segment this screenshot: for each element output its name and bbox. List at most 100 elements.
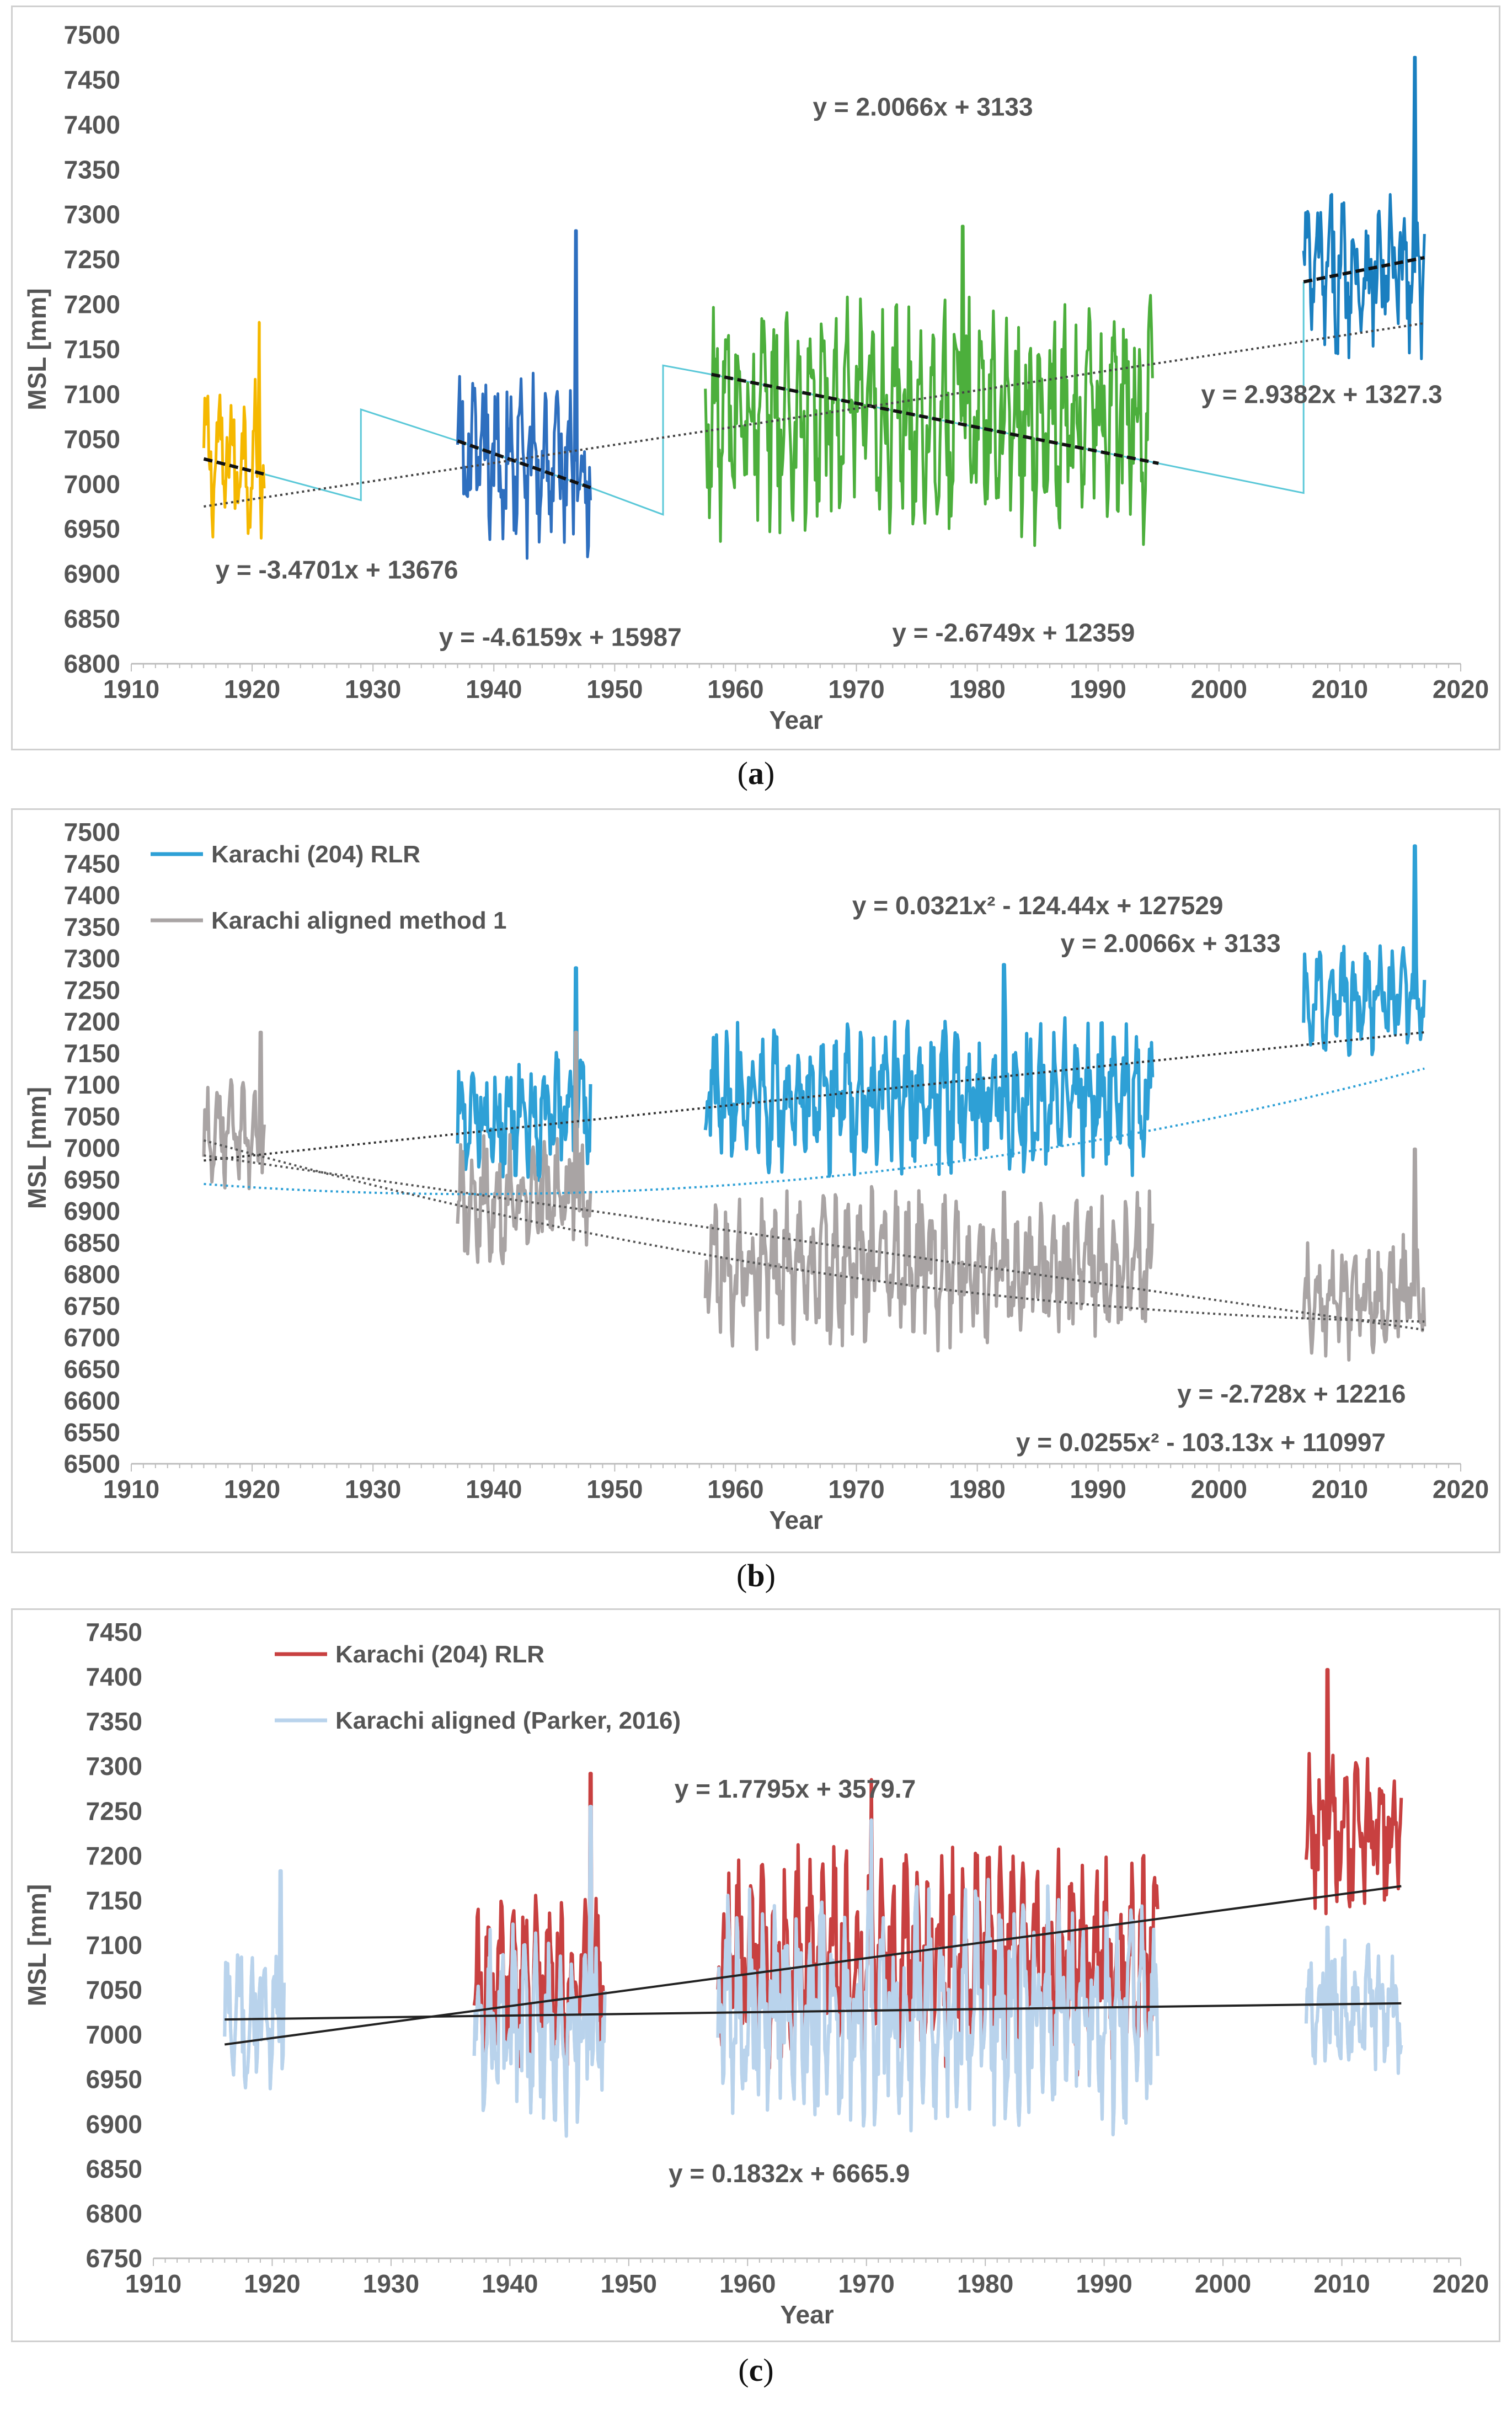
y-tick-label: 7050	[86, 1976, 142, 2004]
x-tick-label: 1990	[1070, 1475, 1126, 1504]
x-tick-label: 1940	[482, 2269, 538, 2298]
series-line-karachi-aligned-method-1	[1302, 1147, 1426, 1362]
x-tick-label: 2000	[1191, 675, 1247, 703]
x-tick-label: 1960	[707, 675, 763, 703]
y-tick-label: 7200	[64, 1007, 120, 1036]
x-tick-label: 1910	[103, 675, 159, 703]
x-tick-label: 2010	[1312, 1475, 1368, 1504]
y-tick-label: 6850	[64, 605, 120, 633]
x-tick-label: 1950	[601, 2269, 657, 2298]
trend-equation: y = 0.0321x² - 124.44x + 127529	[852, 891, 1224, 920]
y-tick-label: 7100	[64, 1070, 120, 1099]
y-tick-label: 6850	[86, 2155, 142, 2183]
y-tick-label: 7450	[64, 849, 120, 878]
x-tick-label: 1950	[586, 1475, 643, 1504]
x-tick-label: 1970	[828, 675, 884, 703]
y-tick-label: 7250	[64, 975, 120, 1004]
x-tick-label: 1920	[224, 1475, 280, 1504]
trend-equation: y = 0.1832x + 6665.9	[669, 2159, 910, 2188]
series-line-karachi-204-rlr	[1304, 1668, 1403, 1916]
y-tick-label: 6800	[64, 1260, 120, 1289]
linear-trend-line	[225, 2002, 1402, 2021]
trend-equation: y = 0.0255x² - 103.13x + 110997	[1016, 1428, 1386, 1457]
caption-c: (c)	[738, 2352, 774, 2388]
series-line-karachi-204-rlr	[456, 966, 592, 1182]
y-tick-label: 7250	[86, 1796, 142, 1825]
y-tick-label: 7450	[64, 65, 120, 94]
y-axis-title: MSL [mm]	[23, 1087, 51, 1209]
caption-b: (b)	[736, 1558, 776, 1593]
chart-a-svg: 1910 1920 1930 1940 1950 1960 1970 1980 1990 2000…	[23, 20, 1489, 734]
x-tick-label: 1940	[466, 675, 522, 703]
series-line-1937-1948	[456, 229, 592, 560]
series-line-1958-1994	[704, 225, 1154, 547]
y-tick-label: 6900	[64, 559, 120, 588]
y-tick-label: 7200	[64, 290, 120, 319]
x-axis-title: Year	[769, 1506, 822, 1534]
y-tick-label: 6550	[64, 1418, 120, 1447]
x-tick-label: 1930	[345, 1475, 401, 1504]
linear-trend-line	[204, 1154, 1425, 1331]
x-tick-label: 2000	[1191, 1475, 1247, 1504]
x-tick-label: 1920	[224, 675, 280, 703]
series-line-karachi-aligned-method-1	[703, 1185, 1155, 1353]
y-tick-label: 7350	[64, 913, 120, 941]
y-tick-label: 7000	[64, 1134, 120, 1163]
y-tick-label: 6750	[86, 2244, 142, 2273]
y-tick-label: 7050	[64, 425, 120, 454]
segment-trend-line	[1303, 255, 1425, 284]
trend-equation: y = 2.9382x + 1327.3	[1201, 380, 1442, 409]
y-tick-label: 6900	[64, 1197, 120, 1225]
x-tick-label: 1990	[1076, 2269, 1132, 2298]
series-line-1916-1921	[202, 321, 266, 540]
x-tick-label: 1950	[586, 675, 643, 703]
x-tick-label: 1990	[1070, 675, 1126, 703]
y-tick-label: 7100	[64, 380, 120, 408]
series-line-aligned-overlay	[1304, 1926, 1403, 2075]
x-tick-label: 1980	[949, 675, 1005, 703]
series-line-karachi-aligned-method-1	[202, 1031, 266, 1191]
x-tick-label: 1910	[103, 1475, 159, 1504]
y-tick-label: 6800	[64, 649, 120, 678]
y-tick-label: 7500	[64, 818, 120, 846]
y-tick-label: 7500	[64, 20, 120, 49]
series-line-2007-2017	[1302, 56, 1426, 360]
overall-trend-line	[204, 322, 1425, 508]
x-tick-label: 2020	[1433, 675, 1489, 703]
y-tick-label: 7250	[64, 245, 120, 274]
y-tick-label: 6850	[64, 1228, 120, 1257]
x-tick-label: 2010	[1313, 2269, 1370, 2298]
y-tick-label: 7200	[86, 1841, 142, 1870]
linear-trend-line	[204, 1031, 1425, 1162]
x-tick-label: 1930	[345, 675, 401, 703]
x-tick-label: 1970	[828, 1475, 884, 1504]
trend-equation: y = -4.6159x + 15987	[439, 622, 682, 651]
x-tick-label: 1970	[838, 2269, 895, 2298]
legend-label: Karachi (204) RLR	[211, 841, 420, 868]
series-line-karachi-204-rlr	[1302, 844, 1426, 1057]
series-line-aligned-overlay	[472, 1805, 607, 2138]
segment-trend-line	[711, 372, 1159, 465]
segment-trend-line	[203, 457, 265, 476]
series-line-aligned-overlay	[716, 1818, 1160, 2136]
x-tick-label: 1920	[244, 2269, 300, 2298]
y-tick-label: 7400	[86, 1662, 142, 1691]
legend-label: Karachi aligned (Parker, 2016)	[335, 1707, 681, 1734]
y-tick-label: 7000	[64, 470, 120, 498]
caption-b-letter: b	[747, 1558, 765, 1593]
x-tick-label: 1980	[957, 2269, 1013, 2298]
x-tick-label: 1930	[363, 2269, 419, 2298]
y-tick-label: 7350	[86, 1707, 142, 1736]
x-tick-label: 2000	[1195, 2269, 1251, 2298]
caption-c-letter: c	[749, 2352, 763, 2388]
y-tick-label: 7150	[64, 335, 120, 364]
x-tick-label: 2020	[1433, 2269, 1489, 2298]
x-tick-label: 2020	[1433, 1475, 1489, 1504]
x-tick-label: 1940	[466, 1475, 522, 1504]
trend-equation: y = -2.728x + 12216	[1177, 1379, 1406, 1408]
legend-label: Karachi (204) RLR	[335, 1641, 544, 1668]
caption-a: (a)	[737, 755, 775, 791]
y-tick-label: 7350	[64, 155, 120, 184]
y-axis-title: MSL [mm]	[23, 288, 51, 411]
trend-equation: y = -2.6749x + 12359	[892, 618, 1135, 647]
